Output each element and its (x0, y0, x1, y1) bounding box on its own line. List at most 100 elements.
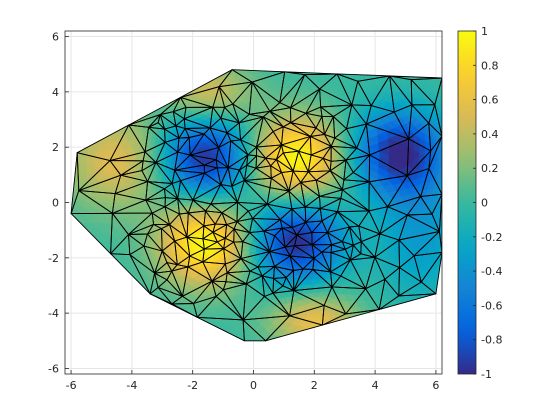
triangle-mesh (70, 69, 442, 342)
surface-patch-394 (251, 218, 282, 232)
mesh-triangle-352 (321, 244, 333, 253)
mesh-triangle-389 (294, 244, 315, 259)
mesh-triangle-485 (315, 179, 343, 197)
mesh-triangle-435 (215, 159, 229, 169)
mesh-triangle-440 (411, 104, 436, 124)
surface-patch-443 (188, 133, 205, 157)
mesh-triangle-252 (281, 136, 311, 152)
mesh-triangle-455 (269, 235, 286, 253)
mesh-triangle-460 (238, 113, 264, 124)
colorbar-tick-label: -0.6 (481, 299, 502, 312)
mesh-triangle-471 (203, 241, 225, 250)
colorbar-ticks: -1 -0.8 -0.6 -0.4 -0.2 0 0.2 0.4 0.6 0.8 1 (473, 25, 502, 381)
mesh-triangle-478 (128, 233, 148, 247)
surface-patch-285 (179, 86, 220, 108)
y-tick-label: -4 (48, 307, 59, 320)
surface-patch-461 (78, 174, 122, 194)
surface-patch-357 (216, 166, 229, 186)
colorbar-tick-label: -0.2 (481, 231, 502, 244)
surface-patch-248 (309, 127, 326, 137)
mesh-triangle-448 (326, 211, 350, 233)
surface-patch-85 (331, 286, 367, 315)
surface-patch-469 (212, 231, 226, 243)
mesh-triangle-377 (324, 133, 336, 147)
surface-patch-301 (233, 228, 251, 243)
surface-patch-474 (111, 212, 153, 235)
x-tick-label: -6 (66, 379, 77, 392)
surface-patch-483 (315, 170, 344, 191)
surface-patch-393 (251, 203, 281, 220)
colorbar-tick-label: 1 (481, 25, 488, 38)
surface-patch-101 (365, 278, 386, 311)
surface-patch-165 (378, 278, 400, 311)
surface-patch-487 (406, 196, 433, 216)
surface-patch-257 (196, 295, 244, 321)
surface-patch-250 (280, 126, 312, 146)
surface-patch-423 (344, 244, 354, 261)
mesh-triangle-303 (233, 221, 251, 234)
surface-patch-118 (304, 106, 323, 117)
surface-patch-137 (374, 239, 401, 269)
mesh-triangle-332 (153, 223, 171, 230)
mesh-triangle-167 (398, 267, 422, 297)
mesh-triangle-420 (240, 251, 271, 268)
surface-patch-385 (284, 234, 298, 248)
surface-patch-309 (217, 132, 232, 149)
surface-patch-403 (270, 158, 283, 174)
surface-patch-198 (268, 107, 292, 124)
surface-patch-259 (242, 283, 265, 321)
surface-patch-289 (183, 106, 214, 129)
surface-patch-176 (227, 140, 249, 169)
x-axis: -6 -4 -2 0 2 4 6 (66, 370, 439, 392)
surface-patch-164 (398, 281, 437, 297)
x-tick-label: 0 (250, 379, 257, 392)
surface-patch-18 (218, 81, 253, 105)
y-axis: -6 -4 -2 0 2 4 6 (48, 31, 69, 375)
surface-patch-33 (366, 123, 410, 156)
surface-patch-142 (420, 252, 442, 295)
surface-patch-444 (177, 136, 190, 154)
surface-patch-383 (189, 133, 220, 156)
surface-patch-188 (145, 181, 166, 201)
mesh-triangle-497 (164, 206, 180, 226)
mesh-triangle-224 (408, 122, 432, 152)
surface-patch-20 (212, 224, 227, 239)
surface-patch-167 (398, 267, 422, 297)
surface-patch-9 (161, 240, 178, 266)
y-tick-label: 4 (52, 86, 59, 99)
colorbar-tick-label: -0.8 (481, 334, 502, 347)
mesh-triangle-368 (340, 259, 367, 290)
y-tick-label: -2 (48, 252, 59, 265)
mesh-triangle-415 (181, 280, 213, 304)
surface-patch-203 (181, 266, 213, 297)
mesh-triangle-430 (166, 270, 183, 297)
colorbar-tick-label: -1 (481, 368, 492, 381)
surface-patch-219 (288, 170, 302, 192)
mesh-triangle-268 (187, 199, 206, 214)
surface-patch-283 (159, 111, 177, 127)
surface-patch-173 (272, 126, 284, 146)
x-tick-label: 6 (432, 379, 439, 392)
surface-patch-46 (406, 213, 441, 233)
surface-patch-459 (232, 103, 250, 124)
surface-patch-312 (161, 227, 176, 252)
surface-patch-408 (164, 137, 180, 153)
surface-patch-153 (272, 290, 295, 317)
mesh-triangle-392 (279, 208, 293, 229)
surface-patch-476 (128, 223, 155, 235)
mesh-triangle-451 (349, 226, 362, 246)
colorbar-tick-label: 0.6 (481, 94, 499, 107)
surface-patch-348 (330, 251, 352, 273)
mesh-triangle-311 (209, 117, 228, 134)
surface-patch-25 (406, 138, 432, 177)
surface-patch-456 (248, 81, 271, 115)
x-tick-label: -4 (126, 379, 137, 392)
mesh-triangle-92 (221, 201, 238, 223)
mesh-triangle-160 (187, 255, 204, 268)
mesh-triangle-134 (203, 210, 216, 227)
mesh-triangle-244 (300, 182, 320, 208)
mesh-triangle-283 (159, 111, 177, 127)
surface-patch-148 (172, 106, 187, 120)
surface-patch-136 (255, 116, 274, 148)
